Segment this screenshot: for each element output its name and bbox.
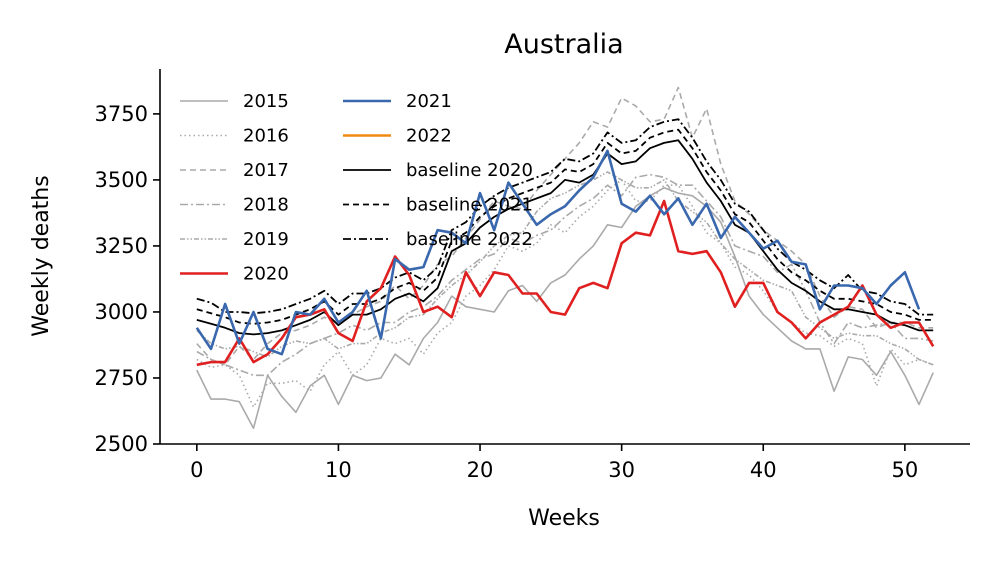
series-line-baseline-2020 bbox=[196, 139, 934, 336]
y-tick-label: 2500 bbox=[95, 432, 148, 456]
plot-area bbox=[195, 86, 935, 430]
legend-label-baseline-2022: baseline 2022 bbox=[406, 229, 533, 250]
y-tick-label: 3000 bbox=[95, 300, 148, 324]
legend-label-2017: 2017 bbox=[243, 160, 289, 181]
legend-label-2020: 2020 bbox=[243, 264, 289, 285]
legend-label-2022: 2022 bbox=[406, 126, 452, 147]
series-line-2020 bbox=[196, 199, 935, 367]
legend-label-2019: 2019 bbox=[243, 229, 289, 250]
series-line-2018 bbox=[196, 173, 934, 377]
y-tick-label: 3750 bbox=[95, 102, 148, 126]
ticks: 0 10 20 30 40 50 2500 2750 3000 3250 3500 3750 bbox=[95, 102, 919, 482]
legend-label-2015: 2015 bbox=[243, 91, 289, 112]
y-tick-label: 2750 bbox=[95, 366, 148, 390]
series-line-baseline-2022 bbox=[196, 118, 934, 316]
x-tick-label: 0 bbox=[190, 458, 203, 482]
x-axis-label: Weeks bbox=[528, 506, 600, 531]
axes bbox=[159, 69, 970, 445]
y-tick-label: 3250 bbox=[95, 234, 148, 258]
legend-label-2016: 2016 bbox=[243, 126, 289, 147]
series-line-2021 bbox=[195, 149, 921, 356]
series-line-2015 bbox=[196, 187, 934, 430]
x-tick-label: 30 bbox=[608, 458, 635, 482]
x-tick-label: 50 bbox=[891, 458, 918, 482]
series-line-2019 bbox=[196, 171, 934, 366]
legend-label-baseline-2021: baseline 2021 bbox=[406, 195, 533, 216]
x-tick-label: 10 bbox=[325, 458, 352, 482]
series-line-2017 bbox=[196, 86, 934, 366]
x-tick-label: 20 bbox=[467, 458, 494, 482]
y-tick-label: 3500 bbox=[95, 168, 148, 192]
legend-label-2021: 2021 bbox=[406, 91, 452, 112]
series-line-baseline-2021 bbox=[196, 128, 934, 325]
legend-label-2018: 2018 bbox=[243, 195, 289, 216]
legend: 2015 2016 2017 2018 2019 2020 2021 2022 baseline… bbox=[180, 91, 533, 285]
y-axis-label: Weekly deaths bbox=[29, 175, 54, 336]
chart-title: Australia bbox=[504, 29, 623, 60]
x-tick-label: 40 bbox=[750, 458, 777, 482]
legend-label-baseline-2020: baseline 2020 bbox=[406, 160, 533, 181]
series-line-2016 bbox=[196, 179, 934, 408]
